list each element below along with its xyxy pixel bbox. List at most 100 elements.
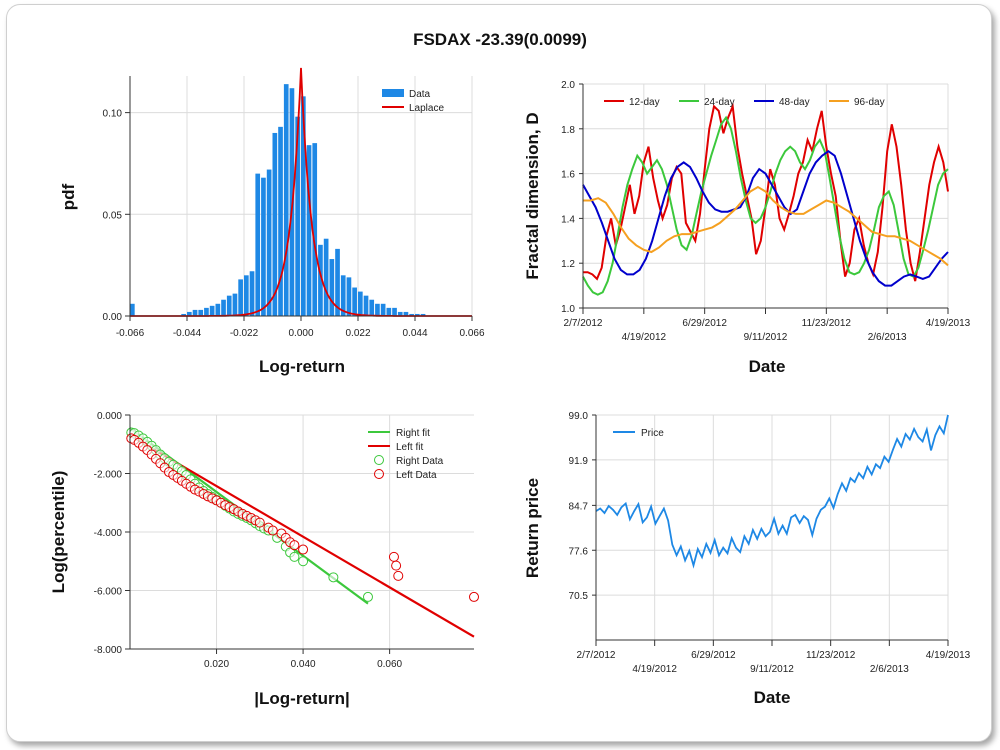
histogram-bar bbox=[181, 313, 186, 316]
histogram-bar bbox=[323, 238, 329, 316]
histogram-bar bbox=[340, 275, 346, 316]
fractal-xtick-label: 4/19/2012 bbox=[622, 332, 667, 343]
legend-right-data-marker bbox=[374, 455, 384, 465]
histogram-bar bbox=[129, 303, 135, 316]
histogram-bar bbox=[403, 311, 409, 316]
tail-ytick-label: -4.000 bbox=[94, 528, 123, 539]
histogram-bar bbox=[306, 145, 312, 316]
histogram-bar bbox=[221, 299, 226, 316]
fractal-line-48-day bbox=[582, 149, 949, 287]
price-xlabel: Date bbox=[754, 688, 791, 707]
legend-data-swatch bbox=[382, 89, 404, 97]
legend-24-day-label: 24-day bbox=[704, 97, 735, 108]
histogram-bar bbox=[278, 126, 283, 316]
left-data-point bbox=[267, 525, 278, 536]
histogram-legend: Data Laplace bbox=[382, 89, 444, 114]
histogram-bar bbox=[261, 177, 266, 316]
histogram-bar bbox=[420, 313, 426, 316]
price-xtick-label: 4/19/2012 bbox=[632, 664, 677, 675]
left-data-point bbox=[254, 517, 265, 528]
histogram-xtick-label: -0.022 bbox=[230, 328, 259, 339]
legend-left-fit-label: Left fit bbox=[396, 442, 423, 453]
tail-legend: Right fit Left fit Right Data Left Data bbox=[368, 428, 444, 481]
price-xtick-label: 11/23/2012 bbox=[806, 650, 856, 661]
histogram-bar bbox=[409, 313, 414, 316]
tail-xtick-label: 0.040 bbox=[291, 659, 316, 670]
histogram-xtick-label: 0.022 bbox=[345, 328, 370, 339]
left-data-point bbox=[393, 570, 404, 581]
fractal-axes: 1.0 1.2 1.4 1.6 1.8 2.0 2/7/2012 6/29/2012 11/23… bbox=[561, 80, 971, 343]
legend-96-day-label: 96-day bbox=[854, 97, 885, 108]
histogram-bar bbox=[369, 299, 375, 316]
histogram-bar bbox=[318, 244, 323, 316]
fractal-ytick-label: 1.6 bbox=[561, 170, 575, 181]
histogram-xtick-label: 0.044 bbox=[402, 328, 427, 339]
histogram-bar bbox=[335, 248, 340, 316]
fractal-xtick-label: 9/11/2012 bbox=[744, 332, 788, 343]
fractal-xtick-label: 2/7/2012 bbox=[564, 318, 603, 329]
legend-left-data-marker bbox=[374, 469, 384, 479]
price-ytick-label: 84.7 bbox=[569, 501, 589, 512]
fractal-lines bbox=[582, 102, 949, 296]
histogram-ylabel: pdf bbox=[59, 183, 78, 210]
histogram-bar bbox=[363, 295, 369, 316]
histogram-bar bbox=[329, 259, 335, 316]
left-data-point bbox=[469, 591, 479, 602]
histogram-ytick-label: 0.00 bbox=[103, 312, 123, 323]
histogram-bar bbox=[300, 96, 306, 316]
histogram-xtick-label: 0.000 bbox=[288, 328, 313, 339]
fractal-ytick-label: 2.0 bbox=[561, 80, 575, 91]
price-axes: 99.0 91.9 84.7 77.6 70.5 2/7/2012 6/29/2012 11/… bbox=[569, 411, 971, 675]
histogram-bar bbox=[192, 309, 198, 316]
histogram-bar bbox=[357, 291, 363, 316]
price-ytick-label: 77.6 bbox=[569, 546, 589, 557]
histogram-bar bbox=[414, 313, 420, 316]
right-data-point bbox=[328, 572, 339, 583]
legend-price-label: Price bbox=[641, 428, 664, 439]
histogram-bar bbox=[186, 311, 192, 316]
price-xtick-label: 4/19/2013 bbox=[926, 650, 971, 661]
histogram-bar bbox=[232, 293, 238, 316]
histogram-xtick-label: 0.066 bbox=[459, 328, 484, 339]
histogram-xtick-label: -0.066 bbox=[116, 328, 145, 339]
figure-title: FSDAX -23.39(0.0099) bbox=[413, 30, 587, 49]
histogram-bar bbox=[352, 287, 357, 316]
price-xtick-label: 6/29/2012 bbox=[691, 650, 736, 661]
histogram-bar bbox=[204, 307, 209, 316]
price-ytick-label: 99.0 bbox=[569, 411, 589, 422]
histogram-bar bbox=[283, 84, 289, 316]
histogram-ytick-label: 0.05 bbox=[103, 210, 123, 221]
tail-ytick-label: -8.000 bbox=[94, 645, 123, 656]
tail-ylabel: Log(percentile) bbox=[49, 471, 68, 594]
price-ytick-label: 70.5 bbox=[569, 591, 589, 602]
histogram-bar bbox=[312, 143, 318, 316]
fractal-line-24-day bbox=[582, 115, 949, 296]
left-data-point bbox=[391, 560, 402, 571]
legend-left-data-label: Left Data bbox=[396, 470, 437, 481]
right-data-point bbox=[289, 551, 300, 562]
tail-ytick-label: 0.000 bbox=[97, 411, 122, 422]
legend-right-data-label: Right Data bbox=[396, 456, 444, 467]
left-data-points bbox=[126, 433, 479, 602]
fractal-xtick-label: 2/6/2013 bbox=[868, 332, 907, 343]
fractal-xtick-label: 11/23/2012 bbox=[802, 318, 852, 329]
histogram-bar bbox=[198, 309, 204, 316]
histogram-bar bbox=[346, 277, 352, 316]
tail-ytick-label: -6.000 bbox=[94, 587, 123, 598]
legend-48-day-label: 48-day bbox=[779, 97, 810, 108]
legend-laplace-label: Laplace bbox=[409, 103, 444, 114]
histogram-bar bbox=[386, 307, 392, 316]
histogram-bar bbox=[249, 271, 255, 316]
fractal-ytick-label: 1.0 bbox=[561, 304, 575, 315]
tail-axes: 0.020 0.040 0.060 0.000 -2.000 -4.000 -6.000 -8… bbox=[94, 411, 474, 670]
fractal-legend: 12-day 24-day 48-day 96-day bbox=[604, 97, 885, 108]
fractal-line-96-day bbox=[583, 185, 949, 267]
histogram-bar bbox=[209, 305, 215, 316]
histogram-xlabel: Log-return bbox=[259, 357, 345, 376]
right-data-point bbox=[298, 556, 309, 567]
histogram-bar bbox=[375, 303, 380, 316]
